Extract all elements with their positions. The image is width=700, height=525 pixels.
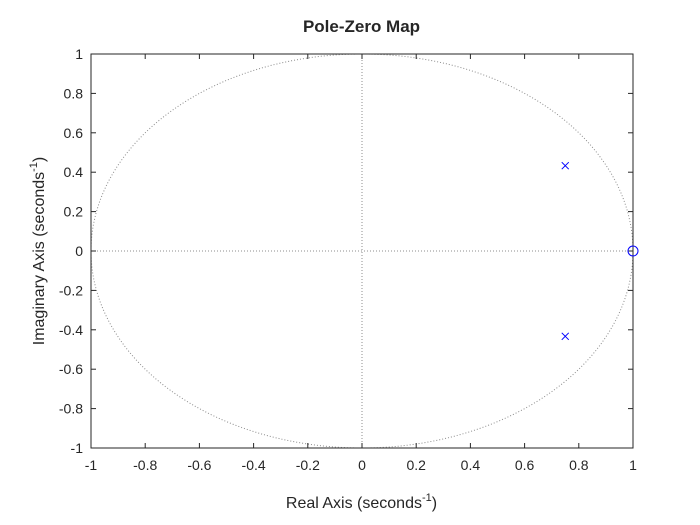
pole-marker bbox=[561, 161, 570, 170]
y-tick-label: 0.6 bbox=[64, 125, 84, 141]
y-axis-label-text: Imaginary Axis (seconds bbox=[31, 172, 48, 345]
chart-title: Pole-Zero Map bbox=[303, 17, 420, 36]
y-axis-label-sup: -1 bbox=[28, 162, 40, 172]
x-axis-label: Real Axis (seconds-1) bbox=[286, 492, 437, 512]
x-tick-label: -0.6 bbox=[187, 457, 211, 473]
x-tick-label: 0.6 bbox=[515, 457, 535, 473]
x-tick-label: -1 bbox=[85, 457, 98, 473]
x-tick-label: -0.2 bbox=[296, 457, 320, 473]
pole-marker bbox=[561, 332, 570, 341]
zero-marker bbox=[627, 245, 639, 257]
y-tick-label: -0.8 bbox=[59, 401, 83, 417]
x-tick-label: 0.4 bbox=[461, 457, 481, 473]
x-tick-label: 0 bbox=[358, 457, 366, 473]
y-tick-label: 0.2 bbox=[64, 204, 84, 220]
x-axis-label-text: Real Axis (seconds bbox=[286, 495, 422, 512]
y-tick-label: -0.2 bbox=[59, 282, 83, 298]
y-tick-label: 1 bbox=[75, 46, 83, 62]
y-axis-label: Imaginary Axis (seconds-1) bbox=[28, 157, 48, 346]
x-tick-label: 1 bbox=[629, 457, 637, 473]
x-axis-label-close: ) bbox=[432, 495, 437, 512]
y-tick-label: 0 bbox=[75, 243, 83, 259]
x-tick-label: 0.8 bbox=[569, 457, 589, 473]
x-tick-label: -0.8 bbox=[133, 457, 157, 473]
y-axis-label-close: ) bbox=[31, 157, 48, 162]
x-axis-label-sup: -1 bbox=[422, 492, 432, 504]
x-tick-label: -0.4 bbox=[242, 457, 266, 473]
y-tick-label: 0.4 bbox=[64, 164, 84, 180]
y-tick-label: -0.6 bbox=[59, 361, 83, 377]
y-tick-label: 0.8 bbox=[64, 85, 84, 101]
x-tick-label: 0.2 bbox=[406, 457, 426, 473]
y-tick-label: -0.4 bbox=[59, 322, 83, 338]
plot-layer: -1 -0.8 -0.6 -0.4 -0.2 0 0.2 0.4 0.6 0.8 1 -1 -0.8 -0… bbox=[59, 46, 639, 473]
y-tick-label: -1 bbox=[71, 440, 84, 456]
